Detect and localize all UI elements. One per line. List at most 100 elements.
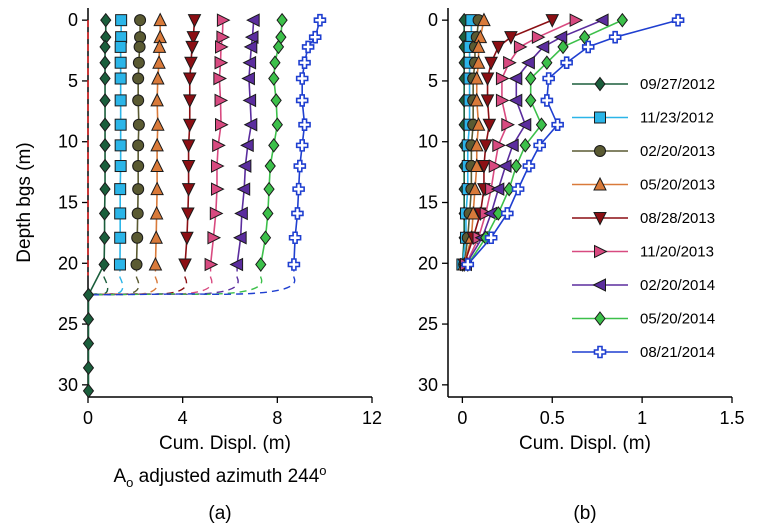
panel-b-y-tick-label: 15	[418, 193, 438, 213]
panel-a-data-point	[268, 71, 280, 86]
panel-a-data-point	[313, 13, 327, 27]
panel-b-y-tick-label: 5	[428, 71, 438, 91]
panel-a-data-point	[241, 71, 255, 86]
legend-swatch-marker	[593, 212, 607, 226]
panel-a-data-point	[246, 13, 260, 27]
panel-a-series-4	[178, 14, 202, 273]
panel-b-data-point	[521, 55, 535, 70]
panel-a-data-point	[215, 40, 229, 54]
panel-b-data-point	[551, 118, 564, 131]
panel-a-data-point	[295, 139, 309, 152]
legend-swatch-marker	[594, 76, 606, 92]
panel-a-data-point	[234, 206, 248, 221]
panel-b-data-point	[484, 231, 498, 245]
panel-a-data-point	[181, 183, 196, 197]
panel-b-y-tick-label: 0	[428, 10, 438, 30]
panel-a-series-2	[130, 14, 147, 271]
panel-b-data-point	[578, 29, 591, 45]
panel-a-data-point	[301, 40, 315, 54]
panel-a-data-point	[130, 258, 143, 271]
panel-a-data-point	[233, 230, 247, 245]
panel-a-data-point	[150, 181, 164, 196]
panel-a-data-point	[114, 160, 127, 173]
panel-a-data-point	[229, 257, 244, 272]
panel-b-axes: 0 5 10 15 20 25 30 0 0.5 1 1.5	[418, 8, 745, 428]
panel-b-label: (b)	[573, 503, 596, 524]
panel-a-y-tick-label: 5	[68, 71, 78, 91]
panel-a-data-point	[244, 30, 259, 44]
panel-a-data-point	[236, 182, 251, 196]
panel-a-data-point	[295, 72, 309, 85]
panel-a-data-point	[187, 14, 202, 28]
panel-a-data-point	[242, 93, 257, 108]
panel-a-data-point	[153, 12, 167, 27]
panel-a-y-tick-label: 20	[58, 253, 78, 273]
panel-b-data-point	[540, 94, 554, 107]
panel-a-connector-7	[88, 264, 263, 296]
legend-swatch-marker	[592, 278, 606, 292]
panel-b-data-point	[557, 39, 569, 55]
panel-a-data-point	[99, 39, 111, 55]
panel-a-data-point	[114, 207, 127, 220]
panel-a-data-point	[99, 55, 111, 71]
legend-label: 05/20/2014	[640, 311, 715, 328]
panel-a-data-point	[150, 137, 164, 152]
legend: 09/27/2012 11/23/2012 02/20/2013 05/20/2013…	[572, 76, 715, 361]
panel-b-data-point	[535, 40, 550, 54]
panel-b-data-point	[492, 138, 506, 153]
panel-b-data-point	[495, 71, 510, 86]
panel-a-data-point	[182, 118, 197, 133]
panel-a-x-tick-label: 12	[362, 408, 382, 428]
panel-b-data-point	[468, 181, 482, 196]
panel-a-data-point	[288, 231, 302, 245]
panel-b-data-point	[488, 159, 503, 173]
legend-swatch-marker	[594, 311, 606, 326]
panel-b-data-point	[501, 207, 514, 220]
panel-b-data-point	[535, 117, 548, 133]
panel-b-data-point	[477, 160, 491, 174]
legend-swatch-marker	[594, 111, 606, 124]
panel-b-data-point	[461, 258, 475, 271]
panel-a-data-point	[114, 40, 127, 53]
panel-a-connector-4	[88, 264, 188, 296]
legend-label: 11/20/2013	[640, 244, 714, 261]
panel-a-data-point	[271, 117, 283, 133]
panel-a-data-point	[131, 231, 144, 244]
panel-a-data-point	[99, 71, 111, 86]
panel-a-data-point	[240, 138, 254, 153]
legend-item: 05/20/2014	[572, 311, 715, 328]
panel-a-data-point	[295, 94, 309, 107]
panel-a-data-point	[264, 158, 276, 174]
panel-a-data-point	[276, 12, 288, 28]
legend-item: 02/20/2014	[572, 277, 715, 294]
panel-a-data-point	[181, 139, 196, 153]
panel-a-lower-point	[82, 311, 95, 327]
legend-item: 05/20/2013	[572, 177, 715, 194]
legend-swatch-marker	[594, 244, 608, 259]
panel-a-connector-3	[88, 264, 158, 296]
panel-a-y-tick-label: 25	[58, 314, 78, 334]
legend-label: 09/27/2012	[640, 76, 715, 93]
panel-b-data-point	[504, 31, 518, 45]
panel-a-data-point	[287, 258, 301, 271]
panel-a-series-6	[229, 13, 260, 272]
panel-a-data-point	[185, 40, 199, 55]
panel-a-data-point	[114, 139, 127, 152]
panel-b-data-point	[469, 92, 484, 107]
panel-b-data-point	[484, 56, 498, 71]
panel-a-data-point	[132, 160, 145, 173]
panel-a-data-point	[210, 159, 225, 173]
legend-item: 11/23/2012	[572, 110, 714, 127]
panel-a-lower-point	[82, 383, 95, 399]
panel-a-data-point	[133, 40, 146, 53]
panel-a-data-point	[272, 39, 285, 55]
legend-label: 08/28/2013	[640, 210, 715, 227]
panel-a-data-point	[99, 158, 111, 174]
panel-b-x-tick-label: 0	[457, 408, 467, 428]
panel-b-series-8	[461, 13, 685, 271]
panel-a-data-point	[150, 92, 164, 107]
panel-b-y-tick-label: 10	[418, 132, 438, 152]
panel-a-lower-point	[82, 336, 95, 351]
panel-b-data-point	[513, 40, 528, 54]
